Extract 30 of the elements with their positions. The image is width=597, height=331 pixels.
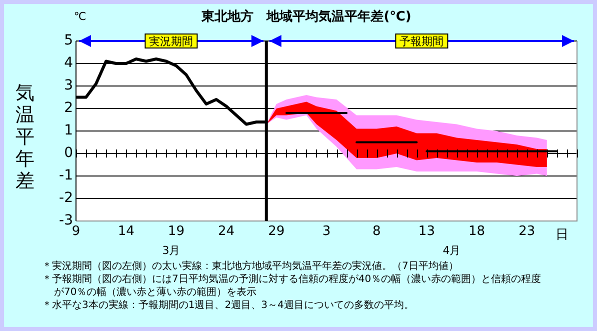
y-tick-label: 4 <box>64 55 74 72</box>
annotation: 実況期間 <box>149 35 194 48</box>
x-tick-label: 19 <box>168 224 184 240</box>
x-tick-label: 18 <box>468 224 486 240</box>
x-tick-label: 23 <box>518 224 536 240</box>
text: 4月 <box>442 244 461 257</box>
text: ＊予報期間（図の右側）には7日平均気温の予測に対する信頼の程度が40％の幅（濃い赤の範囲）と信頼の程度が70％の幅（濃い赤と薄い赤の範囲）を表示 <box>42 273 542 299</box>
x-tick-label: 3 <box>322 224 331 240</box>
x-tick-label: 8 <box>372 224 381 240</box>
y-tick-label: 1 <box>64 122 73 139</box>
text: 3月 <box>162 244 180 257</box>
y-tick-label: -1 <box>59 168 73 184</box>
x-tick-label: 29 <box>268 224 285 240</box>
x-tick-label: 9 <box>72 224 80 240</box>
y-tick-label: 2 <box>64 100 73 116</box>
text: ℃ <box>74 10 86 23</box>
y-tick-label: 3 <box>64 78 73 94</box>
text: ＊実況期間（図の左側）の太い実線：東北地方地域平均気温平年差の実況値。（7日平均値） <box>42 260 460 273</box>
chart-title: 東北地方 地域平均気温平年差(℃) <box>200 8 412 24</box>
x-tick-label: 24 <box>218 224 235 240</box>
y-axis-title: 気温平年差 <box>14 82 36 192</box>
x-axis-title: 日 <box>555 227 568 242</box>
annotation: 予報期間 <box>400 35 444 48</box>
y-tick-label: -3 <box>59 212 73 229</box>
y-tick-label: 0 <box>64 145 73 162</box>
y-tick-label: -2 <box>59 190 73 206</box>
y-tick-label: 5 <box>64 32 73 49</box>
x-tick-label: 14 <box>118 224 134 240</box>
text: ＊水平な3本の実線：予報期間の1週目、2週目、3～4週目についての多数の平均。 <box>42 299 415 312</box>
x-tick-label: 13 <box>418 224 435 240</box>
